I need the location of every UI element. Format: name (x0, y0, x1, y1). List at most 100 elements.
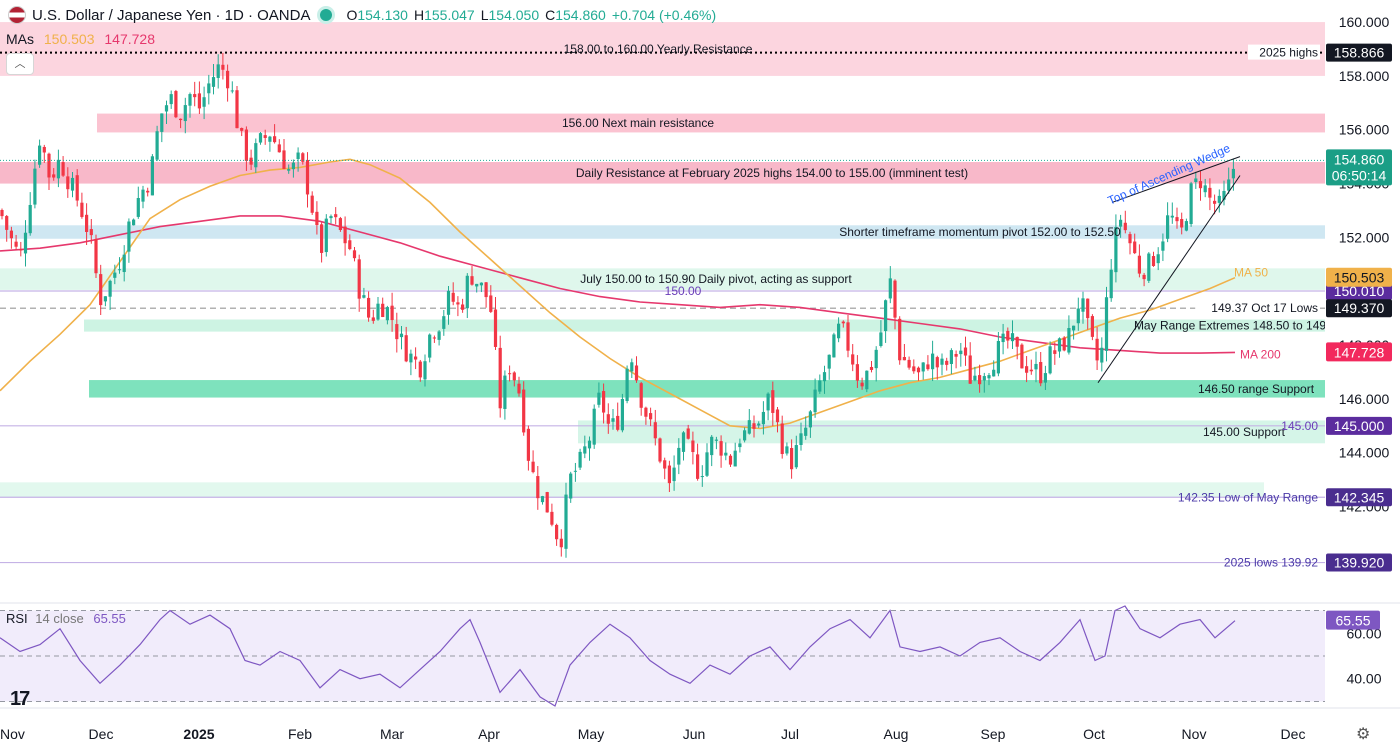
candle (1147, 252, 1151, 283)
price-tick-4: 152.000 (1339, 229, 1390, 245)
candle-body (5, 216, 9, 230)
candle (879, 320, 883, 348)
candle (179, 118, 183, 129)
candle (1189, 181, 1193, 227)
candle (479, 282, 483, 293)
candle (644, 406, 648, 425)
wedge-bottom-line (1097, 175, 1241, 384)
candle (1020, 343, 1024, 369)
candle (728, 454, 733, 468)
last-price-text: 154.860 (1334, 151, 1385, 167)
candle (757, 421, 761, 428)
ma200-line (0, 215, 1236, 354)
candle-body (1109, 269, 1113, 299)
candle-body (752, 423, 756, 429)
low-value: 154.050 (488, 7, 540, 23)
candle (752, 415, 756, 438)
candle-body (1114, 226, 1118, 273)
candle (108, 279, 112, 311)
candle (569, 471, 573, 503)
candle-body (202, 97, 206, 107)
collapse-legend-button[interactable]: ︿ (6, 53, 34, 75)
mas-legend[interactable]: MAs 150.503 147.728 (6, 31, 155, 47)
candle (508, 365, 512, 382)
candle (846, 315, 850, 358)
candle-body (1213, 200, 1217, 204)
candle-body (207, 83, 211, 94)
candle-body (841, 321, 845, 324)
rsi-legend-value: 65.55 (93, 611, 126, 626)
candle (14, 234, 18, 250)
candle-body (1128, 234, 1132, 244)
candle (818, 374, 822, 394)
candle-body (785, 446, 789, 454)
candle (1194, 171, 1198, 189)
candle (9, 226, 13, 249)
ma200-legend-value: 147.728 (104, 31, 155, 47)
candle-body (602, 391, 606, 413)
zone-label-4: July 150.00 to 150.90 Daily pivot, actin… (580, 272, 852, 286)
candle-body (606, 414, 610, 424)
zone-6 (89, 380, 1325, 398)
candle (442, 309, 446, 336)
candle (418, 359, 422, 382)
candle (808, 410, 812, 438)
candle-body (587, 440, 592, 449)
candle (851, 344, 855, 372)
candle (771, 381, 775, 426)
candle-body (1133, 241, 1137, 254)
candle (1067, 315, 1071, 355)
symbol-title[interactable]: U.S. Dollar / Japanese Yen · 1D · OANDA (32, 6, 311, 24)
candle (982, 372, 986, 393)
candle-body (536, 476, 540, 499)
candle (334, 207, 338, 225)
candle-body (743, 430, 747, 441)
candle-body (522, 389, 526, 433)
time-tick-6: May (578, 726, 604, 742)
candle-body (902, 357, 906, 361)
candle-body (512, 372, 516, 381)
candle-body (1217, 195, 1221, 203)
candle (611, 408, 615, 430)
candle-body (141, 189, 145, 202)
candle-body (766, 393, 770, 411)
candle-body (931, 353, 935, 370)
settings-gear-icon[interactable]: ⚙ (1356, 726, 1371, 743)
candle (869, 361, 874, 373)
candle-body (1072, 325, 1076, 331)
candle (1222, 180, 1226, 206)
candle-body (531, 461, 535, 473)
candle-body (1086, 298, 1090, 319)
candle (827, 354, 831, 380)
candle-body (827, 354, 831, 369)
candle (146, 187, 150, 197)
candle (282, 138, 286, 170)
candle-body (493, 309, 498, 347)
rsi-badge (1326, 610, 1380, 630)
zone-label-7: 145.00 Support (1203, 425, 1286, 439)
open-label: O (346, 7, 358, 23)
price-tick-8: 144.000 (1339, 445, 1390, 461)
rsi-legend[interactable]: RSI 14 close 65.55 (6, 611, 126, 626)
candle (813, 378, 817, 418)
time-tick-4: Mar (380, 726, 404, 742)
candle-body (620, 398, 624, 431)
candle-body (193, 94, 197, 98)
candle-body (545, 492, 549, 513)
candle (301, 152, 305, 165)
candle (1053, 342, 1057, 365)
candle-body (869, 366, 874, 370)
level-badge-0 (1326, 43, 1392, 62)
candle-body (315, 211, 319, 226)
candle-body (291, 162, 295, 170)
candle (1114, 214, 1118, 283)
candle (23, 220, 28, 267)
candle-body (66, 176, 70, 190)
candle (85, 203, 89, 246)
candle (766, 392, 770, 421)
level-label-3: 145.00 (1281, 419, 1318, 433)
zone-1 (97, 113, 1325, 133)
candle (747, 409, 751, 435)
candle-body (1170, 215, 1174, 218)
candle (559, 529, 563, 557)
